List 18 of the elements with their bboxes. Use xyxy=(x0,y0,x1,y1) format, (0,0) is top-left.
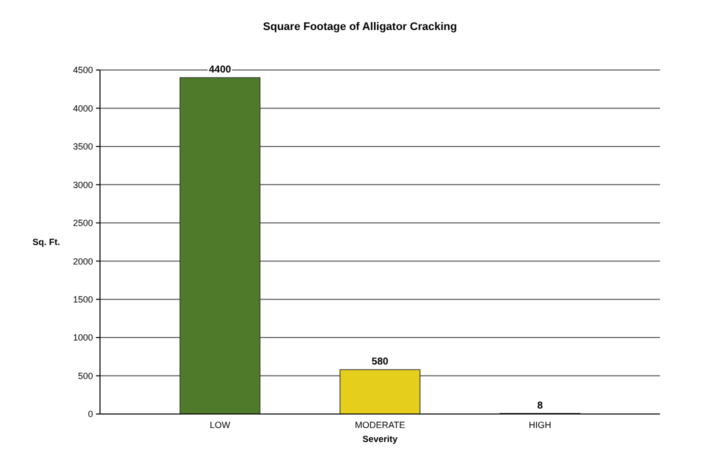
data-label: 8 xyxy=(537,400,544,412)
y-tick-label: 3500 xyxy=(72,142,93,152)
data-label: 580 xyxy=(372,356,389,368)
y-tick-label: 1500 xyxy=(72,294,93,304)
y-tick-label: 3000 xyxy=(72,180,93,190)
y-tick-label: 4500 xyxy=(72,65,93,76)
y-axis-title: Sq. Ft. xyxy=(32,237,60,248)
y-tick-label: 1000 xyxy=(72,332,93,343)
x-tick-label: HIGH xyxy=(528,420,552,430)
y-tick-label: 4000 xyxy=(72,103,93,114)
y-tick-label: 2000 xyxy=(72,256,93,266)
x-tick-label: LOW xyxy=(210,420,231,430)
y-tick-label: 0 xyxy=(88,409,93,420)
y-tick-label: 500 xyxy=(78,370,93,381)
x-axis-title: Severity xyxy=(362,434,398,444)
y-tick-label: 2500 xyxy=(72,218,93,228)
chart-title: Square Footage of Alligator Cracking xyxy=(263,21,457,33)
x-tick-label: MODERATE xyxy=(354,420,406,430)
